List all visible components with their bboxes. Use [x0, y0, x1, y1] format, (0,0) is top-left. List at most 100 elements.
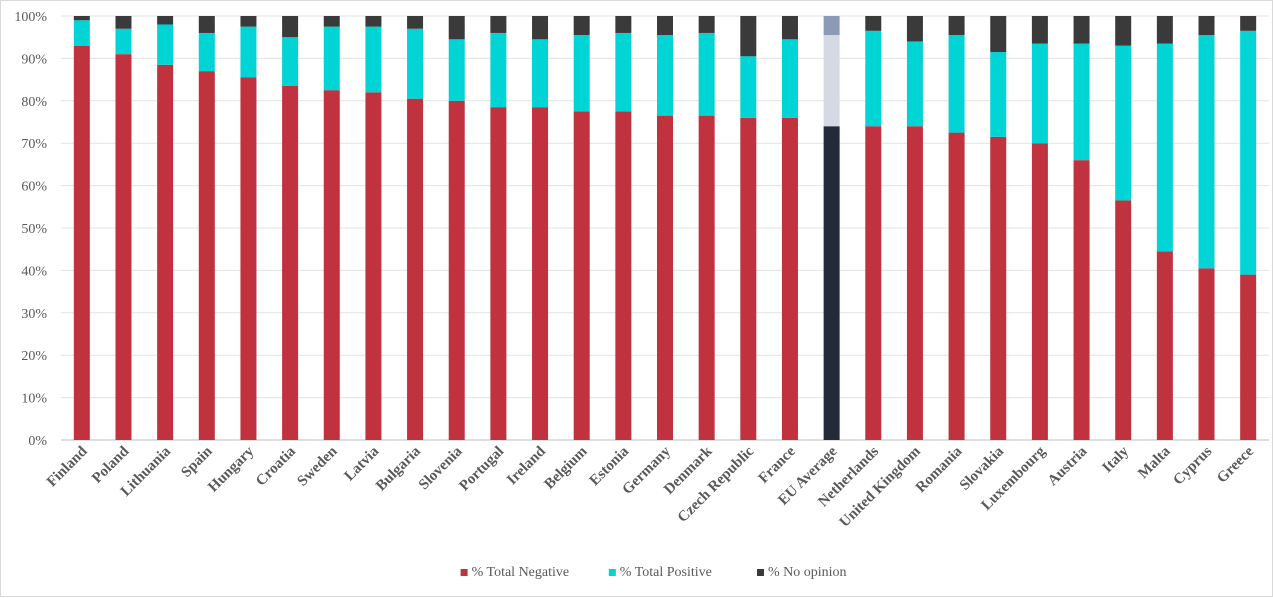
bar-no-opinion — [1240, 16, 1257, 31]
bar-total-negative — [740, 117, 757, 440]
bar-total-negative — [657, 115, 673, 440]
bar-total-positive — [198, 32, 215, 72]
bar-no-opinion — [490, 16, 507, 33]
x-tick-label: Greece — [1214, 443, 1257, 486]
bar-no-opinion — [573, 16, 590, 36]
bar-total-negative — [323, 90, 340, 440]
bar-total-positive — [990, 52, 1007, 137]
bar-total-negative — [73, 45, 90, 441]
bar-total-negative — [240, 77, 257, 440]
bar-total-negative — [490, 107, 507, 440]
bar-total-negative — [115, 54, 132, 440]
bar-total-negative — [781, 117, 798, 440]
bar-total-positive — [573, 35, 590, 112]
bar-no-opinion — [1073, 16, 1090, 44]
x-tick-label: Portugal — [456, 444, 507, 495]
y-tick-label: 70% — [21, 137, 47, 152]
bar-total-positive — [407, 28, 424, 99]
x-tick-label: Austria — [1045, 443, 1091, 489]
bar-no-opinion — [157, 16, 174, 25]
bar-total-positive — [157, 24, 174, 65]
bar-no-opinion — [1115, 16, 1132, 46]
bar-no-opinion — [115, 16, 132, 29]
bar-total-positive — [532, 39, 549, 108]
bar-total-positive — [323, 26, 340, 91]
x-tick-label: Italy — [1100, 443, 1133, 476]
bar-total-positive — [240, 26, 257, 78]
legend-swatch — [460, 569, 468, 576]
bar-total-positive — [73, 20, 90, 46]
x-tick-label: Hungary — [205, 443, 257, 495]
bar-total-positive — [490, 32, 507, 108]
bar-total-negative — [906, 126, 923, 441]
y-tick-label: 10% — [21, 392, 47, 407]
legend: % Total Negative % Total Positive % No opi… — [460, 565, 847, 580]
bar-no-opinion — [740, 16, 757, 57]
bar-total-positive — [948, 35, 965, 133]
bar-no-opinion — [781, 16, 798, 40]
y-tick-label: 60% — [21, 180, 47, 195]
bar-total-positive — [1198, 35, 1215, 269]
bar-total-negative — [1031, 143, 1048, 440]
bar-no-opinion — [1198, 16, 1215, 36]
bar-total-positive — [781, 39, 798, 118]
bar-total-negative — [1115, 200, 1132, 440]
bar-total-negative — [532, 107, 549, 440]
bar-no-opinion — [448, 16, 465, 40]
bar-total-positive — [740, 56, 757, 118]
bar-total-positive — [115, 28, 132, 55]
bar-total-negative — [407, 98, 424, 441]
legend-label: % No opinion — [768, 565, 847, 580]
bar-total-positive — [1240, 30, 1257, 275]
y-tick-label: 0% — [28, 434, 47, 449]
bar-no-opinion — [865, 16, 882, 31]
bar-total-negative — [865, 126, 882, 441]
bar-total-negative — [823, 126, 840, 441]
bar-total-positive — [823, 35, 840, 127]
bar-total-positive — [282, 37, 299, 86]
x-tick-label: Belgium — [541, 443, 590, 492]
bar-total-negative — [1240, 274, 1257, 440]
bar-total-positive — [657, 35, 673, 116]
bar-no-opinion — [532, 16, 549, 40]
y-axis: 0% 10% 20% 30% 40% 50% 60% 70% 80% 90% 100% — [14, 10, 47, 449]
bar-no-opinion — [198, 16, 215, 33]
x-tick-label: Croatia — [253, 443, 299, 489]
x-tick-label: Bulgaria — [373, 443, 424, 494]
legend-swatch — [608, 569, 616, 576]
bar-total-negative — [198, 71, 215, 441]
bar-total-negative — [1073, 160, 1090, 440]
bar-total-negative — [573, 111, 590, 441]
bar-no-opinion — [1156, 16, 1173, 44]
bar-total-positive — [1156, 43, 1173, 252]
legend-label: % Total Positive — [620, 565, 712, 580]
x-tick-label: Sweden — [294, 443, 341, 490]
y-tick-label: 30% — [21, 307, 47, 322]
bar-no-opinion — [1031, 16, 1048, 44]
bar-no-opinion — [948, 16, 965, 36]
bar-no-opinion — [323, 16, 340, 27]
y-tick-label: 50% — [21, 222, 47, 237]
bar-total-positive — [1073, 43, 1090, 161]
bar-total-positive — [865, 30, 882, 127]
y-tick-label: 80% — [21, 95, 47, 110]
bar-total-positive — [1115, 45, 1132, 201]
bar-no-opinion — [73, 16, 90, 21]
bar-total-positive — [1031, 43, 1048, 144]
x-tick-label: Latvia — [341, 443, 382, 484]
x-tick-label: Cyprus — [1170, 443, 1215, 488]
bar-total-positive — [615, 32, 632, 112]
bar-no-opinion — [698, 16, 715, 33]
bar-total-positive — [698, 32, 715, 116]
bar-no-opinion — [407, 16, 424, 29]
bar-total-positive — [365, 26, 382, 93]
bar-no-opinion — [823, 16, 840, 36]
bar-total-negative — [698, 115, 715, 440]
bar-total-positive — [906, 41, 923, 127]
x-tick-label: Spain — [178, 443, 216, 481]
y-tick-label: 100% — [14, 10, 47, 25]
bar-total-negative — [282, 85, 299, 441]
bar-total-negative — [990, 136, 1007, 440]
